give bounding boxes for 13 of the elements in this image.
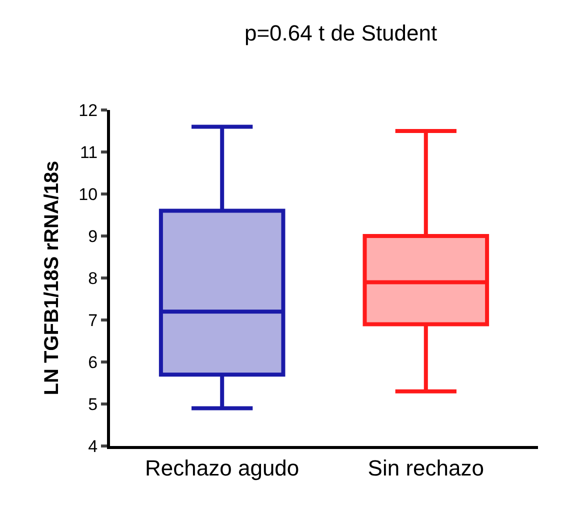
y-tick-label: 7: [88, 310, 98, 330]
y-tick-label: 6: [88, 352, 98, 372]
chart-title: p=0.64 t de Student: [244, 20, 438, 46]
y-tick-label: 11: [80, 142, 98, 162]
y-axis-title: LN TGFB1/18S rRNA/18s: [41, 160, 64, 396]
x-tick-label: Sin rechazo: [368, 455, 484, 480]
y-tick-label: 8: [88, 268, 98, 288]
x-tick-label: Rechazo agudo: [145, 455, 300, 480]
y-tick-label: 12: [78, 100, 98, 120]
y-tick-label: 10: [78, 184, 98, 204]
y-tick-label: 5: [88, 394, 98, 414]
y-tick-label: 4: [88, 436, 98, 456]
y-tick-label: 9: [88, 226, 98, 246]
